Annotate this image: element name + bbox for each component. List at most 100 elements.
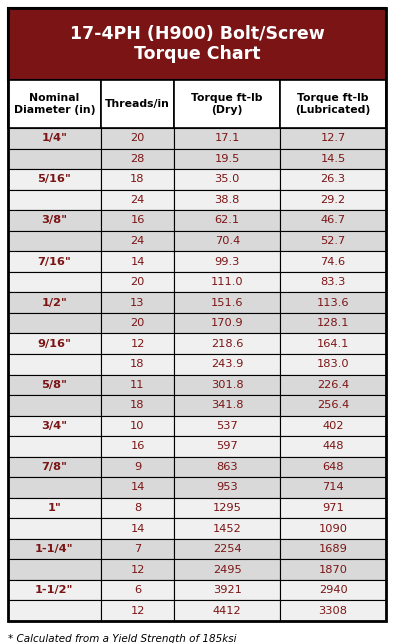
Text: 971: 971 xyxy=(322,503,344,513)
Text: 46.7: 46.7 xyxy=(320,215,346,226)
Text: 1/2": 1/2" xyxy=(41,298,67,307)
Text: 2495: 2495 xyxy=(213,565,242,575)
Bar xyxy=(8,169,100,190)
Bar xyxy=(100,334,174,354)
Bar xyxy=(280,415,386,436)
Bar xyxy=(100,210,174,231)
Bar xyxy=(8,231,100,251)
Bar xyxy=(100,518,174,539)
Text: 3/8": 3/8" xyxy=(41,215,67,226)
Text: 14: 14 xyxy=(130,257,145,266)
Text: 170.9: 170.9 xyxy=(211,318,243,328)
Text: 164.1: 164.1 xyxy=(317,339,349,349)
Text: Torque ft-lb
(Dry): Torque ft-lb (Dry) xyxy=(191,93,263,115)
Bar xyxy=(100,580,174,601)
Bar xyxy=(174,128,280,149)
Text: 2254: 2254 xyxy=(213,544,242,554)
Text: 10: 10 xyxy=(130,421,145,431)
Text: 12: 12 xyxy=(130,565,145,575)
Bar xyxy=(8,580,100,601)
Bar xyxy=(100,128,174,149)
Bar xyxy=(280,559,386,580)
Text: 14: 14 xyxy=(130,523,145,534)
Text: 17-4PH (H900) Bolt/Screw
Torque Chart: 17-4PH (H900) Bolt/Screw Torque Chart xyxy=(70,24,324,64)
Bar xyxy=(174,80,280,128)
Bar xyxy=(174,169,280,190)
Bar xyxy=(280,190,386,210)
Text: 1870: 1870 xyxy=(319,565,348,575)
Bar xyxy=(8,293,100,313)
Bar xyxy=(8,8,386,80)
Text: 20: 20 xyxy=(130,277,145,287)
Text: 18: 18 xyxy=(130,359,145,369)
Text: 24: 24 xyxy=(130,195,145,205)
Text: 863: 863 xyxy=(216,462,238,472)
Text: 14: 14 xyxy=(130,482,145,493)
Bar xyxy=(100,436,174,457)
Bar xyxy=(280,477,386,498)
Bar xyxy=(174,313,280,334)
Bar xyxy=(280,169,386,190)
Bar xyxy=(8,354,100,374)
Text: 4412: 4412 xyxy=(213,606,242,616)
Text: 341.8: 341.8 xyxy=(211,401,243,410)
Text: 1295: 1295 xyxy=(213,503,242,513)
Bar xyxy=(100,374,174,395)
Bar xyxy=(100,498,174,518)
Bar xyxy=(100,190,174,210)
Bar xyxy=(100,80,174,128)
Text: 714: 714 xyxy=(322,482,344,493)
Bar xyxy=(100,149,174,169)
Text: 448: 448 xyxy=(322,441,344,451)
Text: 597: 597 xyxy=(216,441,238,451)
Text: 226.4: 226.4 xyxy=(317,380,349,390)
Text: 5/16": 5/16" xyxy=(37,174,71,185)
Bar xyxy=(174,251,280,272)
Bar xyxy=(280,539,386,559)
Bar xyxy=(280,518,386,539)
Text: 3921: 3921 xyxy=(213,585,242,595)
Text: Torque ft-lb
(Lubricated): Torque ft-lb (Lubricated) xyxy=(296,93,371,115)
Bar xyxy=(8,415,100,436)
Text: 19.5: 19.5 xyxy=(215,154,240,164)
Text: 12: 12 xyxy=(130,339,145,349)
Bar xyxy=(100,477,174,498)
Bar xyxy=(8,498,100,518)
Text: 9: 9 xyxy=(134,462,141,472)
Text: 11: 11 xyxy=(130,380,145,390)
Bar xyxy=(100,272,174,293)
Text: 7: 7 xyxy=(134,544,141,554)
Bar xyxy=(174,539,280,559)
Bar xyxy=(174,395,280,415)
Bar xyxy=(280,231,386,251)
Text: 218.6: 218.6 xyxy=(211,339,243,349)
Bar xyxy=(8,272,100,293)
Bar xyxy=(100,559,174,580)
Bar xyxy=(280,128,386,149)
Text: 13: 13 xyxy=(130,298,145,307)
Bar xyxy=(8,374,100,395)
Text: 301.8: 301.8 xyxy=(211,380,243,390)
Bar xyxy=(280,80,386,128)
Text: 83.3: 83.3 xyxy=(320,277,346,287)
Text: 12: 12 xyxy=(130,606,145,616)
Bar xyxy=(174,457,280,477)
Text: 1090: 1090 xyxy=(319,523,348,534)
Bar xyxy=(174,149,280,169)
Text: 62.1: 62.1 xyxy=(215,215,240,226)
Bar xyxy=(174,580,280,601)
Text: 52.7: 52.7 xyxy=(320,236,346,246)
Bar xyxy=(8,457,100,477)
Text: 1452: 1452 xyxy=(213,523,242,534)
Bar xyxy=(174,477,280,498)
Text: 7/16": 7/16" xyxy=(37,257,71,266)
Text: 537: 537 xyxy=(216,421,238,431)
Bar xyxy=(100,251,174,272)
Text: 953: 953 xyxy=(216,482,238,493)
Bar xyxy=(100,457,174,477)
Bar xyxy=(8,559,100,580)
Bar xyxy=(174,518,280,539)
Bar xyxy=(174,436,280,457)
Text: 1/4": 1/4" xyxy=(41,133,67,143)
Text: 3/4": 3/4" xyxy=(41,421,67,431)
